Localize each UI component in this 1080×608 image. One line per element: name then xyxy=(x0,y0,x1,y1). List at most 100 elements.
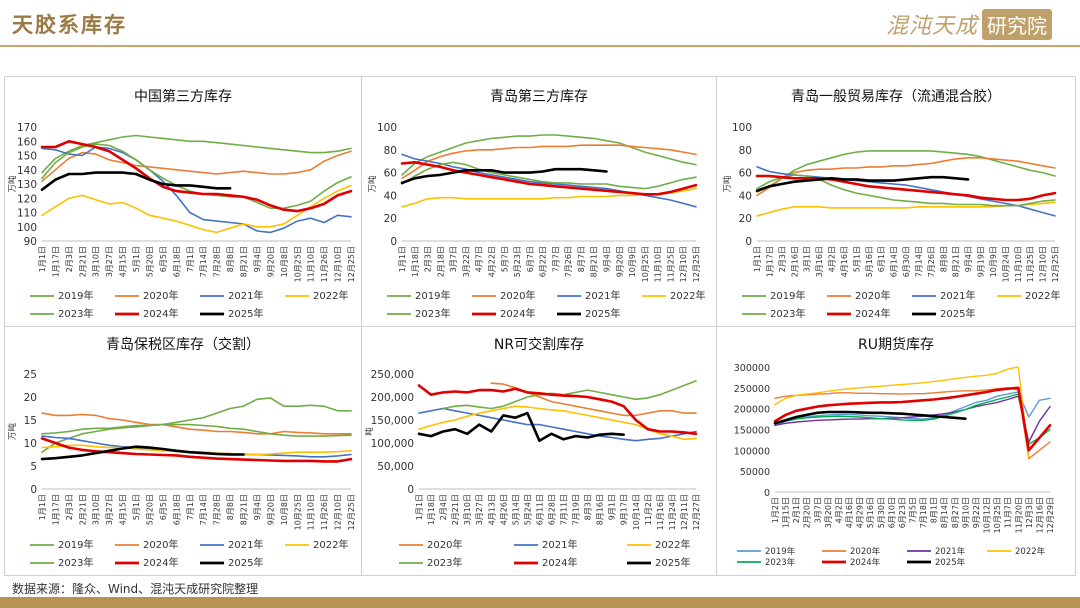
legend-item: 2025年 xyxy=(912,307,975,320)
brand-name: 混沌天成 xyxy=(885,14,978,39)
y-tick-label: 150 xyxy=(17,151,37,163)
legend-item: 2022年 xyxy=(997,289,1060,302)
x-tick-label: 12月25日 xyxy=(1051,246,1060,282)
x-tick-label: 12月25日 xyxy=(347,246,356,282)
legend-label: 2024年 xyxy=(855,307,890,320)
y-axis-label: 万吨 xyxy=(367,175,378,193)
x-tick-label: 9月4日 xyxy=(603,246,612,272)
x-tick-label: 10月9日 xyxy=(628,246,637,277)
x-tick-label: 9月1日 xyxy=(608,494,617,520)
x-tick-label: 9月17日 xyxy=(620,494,629,525)
x-tick-label: 9月20日 xyxy=(266,494,275,525)
x-tick-label: 1月1日 xyxy=(415,494,424,520)
x-tick-label: 5月23日 xyxy=(513,246,522,277)
series-line-2024年 xyxy=(755,174,1057,202)
legend-item: 2023年 xyxy=(30,307,93,320)
series-line-2019年 xyxy=(41,134,352,174)
series-line-2025年 xyxy=(40,171,232,191)
series-line-2023年 xyxy=(41,423,352,437)
x-tick-label: 8月14日 xyxy=(940,497,949,528)
legend-label: 2024年 xyxy=(143,556,178,569)
x-tick-label: 12月3日 xyxy=(1025,497,1034,528)
x-tick-label: 12月16日 xyxy=(1035,497,1044,533)
x-tick-label: 3月22日 xyxy=(462,246,471,277)
x-tick-label: 7月18日 xyxy=(919,497,928,528)
legend-item: 2023年 xyxy=(387,307,450,320)
legend-label: 2020年 xyxy=(850,546,881,557)
y-tick-label: 250000 xyxy=(734,384,770,395)
x-tick-label: 9月19日 xyxy=(977,246,986,277)
chart-panel-nr-deliverable: NR可交割库存 0 50,000 100,000 150,000 200,000 250,0… xyxy=(362,327,716,575)
legend-label: 2020年 xyxy=(143,289,178,302)
legend-label: 2024年 xyxy=(542,556,577,569)
legend-label: 2021年 xyxy=(585,289,620,302)
x-tick-label: 3月1日 xyxy=(803,246,812,272)
x-tick-label: 11月26日 xyxy=(320,246,329,282)
series-line-2020年 xyxy=(401,144,697,180)
y-tick-label: 100000 xyxy=(734,446,770,457)
legend-label: 2025年 xyxy=(935,557,966,568)
legend-label: 2024年 xyxy=(143,307,178,320)
header-divider xyxy=(0,45,1080,47)
x-tick-label: 8月8日 xyxy=(939,246,948,272)
x-tick-label: 1月17日 xyxy=(765,246,774,277)
x-tick-label: 2月1日 xyxy=(792,497,801,523)
legend-label: 2022年 xyxy=(1025,289,1060,302)
page-header: 天胶系库存 混沌天成 研究院 xyxy=(0,0,1080,48)
x-tick-label: 12月11日 xyxy=(680,494,689,530)
legend-label: 2021年 xyxy=(940,289,975,302)
chart-panel-qingdao-bonded: 青岛保税区库存（交割） 0 5 10 15 20 25 万吨 1月1日 1月17日 2月3日 2月21… xyxy=(5,327,361,575)
x-tick-label: 5月1日 xyxy=(132,246,141,272)
chart-title: NR可交割库存 xyxy=(494,336,584,353)
legend-item: 2025年 xyxy=(200,307,263,320)
x-tick-label: 1月18日 xyxy=(411,246,420,277)
x-tick-label: 3月27日 xyxy=(105,246,114,277)
series-line-2025年 xyxy=(417,411,625,442)
x-tick-label: 8月21日 xyxy=(590,246,599,277)
x-tick-label: 6月1日 xyxy=(877,246,886,272)
legend-item: 2024年 xyxy=(822,557,881,568)
series-line-2020年 xyxy=(41,150,352,182)
x-tick-label: 3月27日 xyxy=(475,494,484,525)
x-tick-label: 9月4日 xyxy=(253,246,262,272)
y-tick-label: 150,000 xyxy=(371,415,414,427)
x-tick-label: 8月21日 xyxy=(952,246,961,277)
y-tick-label: 0 xyxy=(745,236,752,248)
y-tick-label: 160 xyxy=(17,136,37,148)
legend-label: 2020年 xyxy=(427,538,462,551)
legend-item: 2023年 xyxy=(30,556,93,569)
x-tick-label: 6月5日 xyxy=(159,246,168,272)
legend-label: 2025年 xyxy=(655,556,690,569)
chart-panel-qingdao-third-party: 青岛第三方库存 0 20 40 60 80 100 万吨 1月1日 1月18日 2月3日 2月18日 3… xyxy=(362,77,716,326)
legend-label: 2019年 xyxy=(765,546,796,557)
x-tick-label: 12月10日 xyxy=(679,246,688,282)
legend-item: 2024年 xyxy=(472,307,535,320)
chart-panel-china-third-party: 中国第三方库存 90 100 110 120 130 140 150 160 170 万吨 1月1日 1… xyxy=(5,77,361,326)
x-tick-label: 3月27日 xyxy=(105,494,114,525)
x-tick-label: 4月26日 xyxy=(499,494,508,525)
y-tick-label: 100 xyxy=(17,222,37,234)
x-tick-label: 7月14日 xyxy=(199,246,208,277)
x-tick-label: 12月10日 xyxy=(334,494,343,530)
x-tick-label: 5月20日 xyxy=(145,246,154,277)
series-line-2021年 xyxy=(41,146,352,234)
series-line-2023年 xyxy=(442,380,697,410)
legend-item: 2024年 xyxy=(115,307,178,320)
y-tick-label: 0 xyxy=(30,484,37,496)
series-line-2022年 xyxy=(41,184,352,234)
series-line-2024年 xyxy=(417,384,698,436)
x-tick-label: 5月24日 xyxy=(523,494,532,525)
x-tick-label: 3月16日 xyxy=(815,246,824,277)
x-tick-label: 5月20日 xyxy=(145,494,154,525)
x-tick-label: 9月4日 xyxy=(253,494,262,520)
legend-item: 2023年 xyxy=(399,556,462,569)
chart-title: 中国第三方库存 xyxy=(134,88,232,105)
legend-label: 2025年 xyxy=(228,307,263,320)
legend-label: 2023年 xyxy=(765,557,796,568)
x-tick-label: 5月16日 xyxy=(865,246,874,277)
legend-item: 2019年 xyxy=(387,289,450,302)
y-tick-label: 50000 xyxy=(740,467,770,478)
x-tick-label: 9月4日 xyxy=(964,246,973,272)
x-tick-label: 2月20日 xyxy=(803,497,812,528)
x-tick-label: 11月16日 xyxy=(656,494,665,530)
